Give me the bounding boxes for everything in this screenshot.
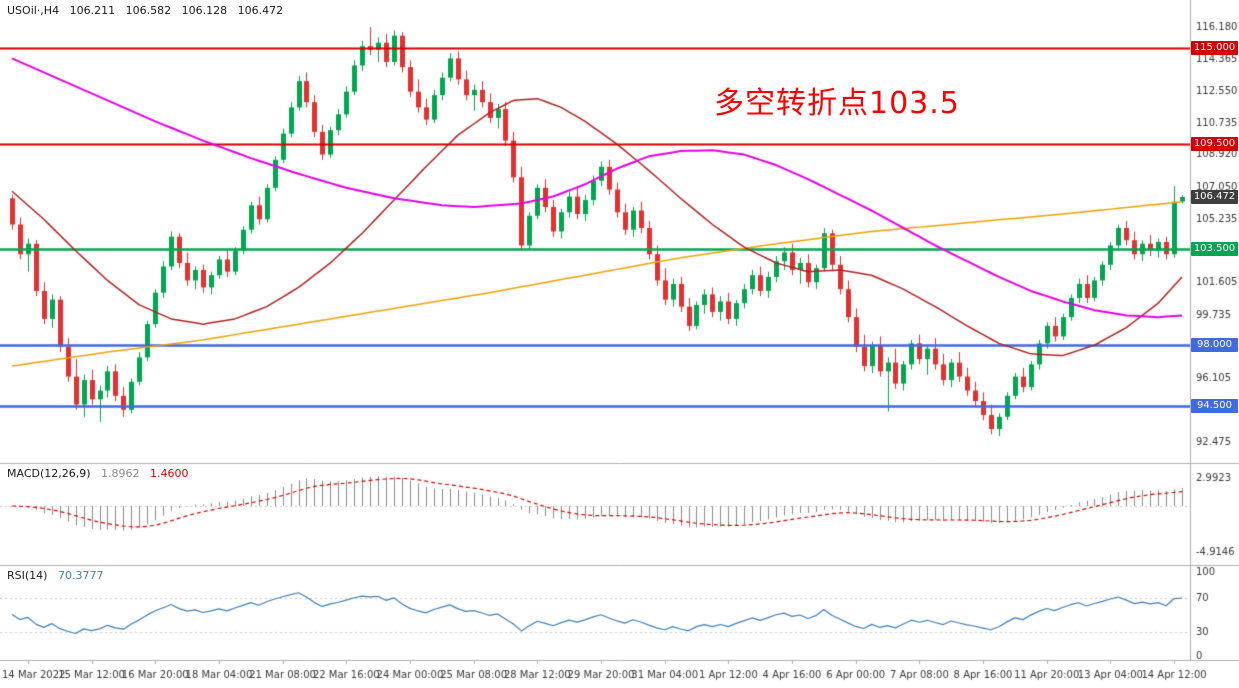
rsi-indicator-label: RSI(14) 70.3777 bbox=[7, 569, 103, 582]
hline-badge-103.500: 103.500 bbox=[1191, 241, 1238, 256]
quote-open: 106.211 bbox=[69, 4, 116, 17]
macd-main-value: 1.8962 bbox=[101, 467, 140, 480]
hline-badge-94.500: 94.500 bbox=[1191, 399, 1238, 414]
rsi-value: 70.3777 bbox=[57, 569, 104, 582]
symbol-quote: USOil·,H4 106.211 106.582 106.128 106.47… bbox=[7, 4, 290, 17]
quote-high: 106.582 bbox=[125, 4, 172, 17]
macd-pane[interactable] bbox=[0, 465, 1190, 565]
quote-low: 106.128 bbox=[181, 4, 228, 17]
macd-indicator-label: MACD(12,26,9) 1.8962 1.4600 bbox=[7, 467, 189, 480]
rsi-name: RSI(14) bbox=[7, 569, 48, 582]
macd-signal-value: 1.4600 bbox=[150, 467, 189, 480]
macd-name: MACD(12,26,9) bbox=[7, 467, 91, 480]
time-axis[interactable] bbox=[0, 662, 1239, 688]
hline-badge-109.500: 109.500 bbox=[1191, 137, 1238, 152]
symbol-period-label: USOil·,H4 bbox=[7, 4, 60, 17]
rsi-pane[interactable] bbox=[0, 567, 1190, 660]
current-price-badge: 106.472 bbox=[1191, 190, 1238, 205]
price-pane[interactable] bbox=[0, 0, 1190, 463]
price-axis[interactable] bbox=[1190, 0, 1239, 660]
annotation-text[interactable]: 多空转折点103.5 bbox=[714, 86, 960, 121]
hline-badge-98.000: 98.000 bbox=[1191, 338, 1238, 353]
hline-badge-115.000: 115.000 bbox=[1191, 40, 1238, 55]
quote-close: 106.472 bbox=[237, 4, 284, 17]
